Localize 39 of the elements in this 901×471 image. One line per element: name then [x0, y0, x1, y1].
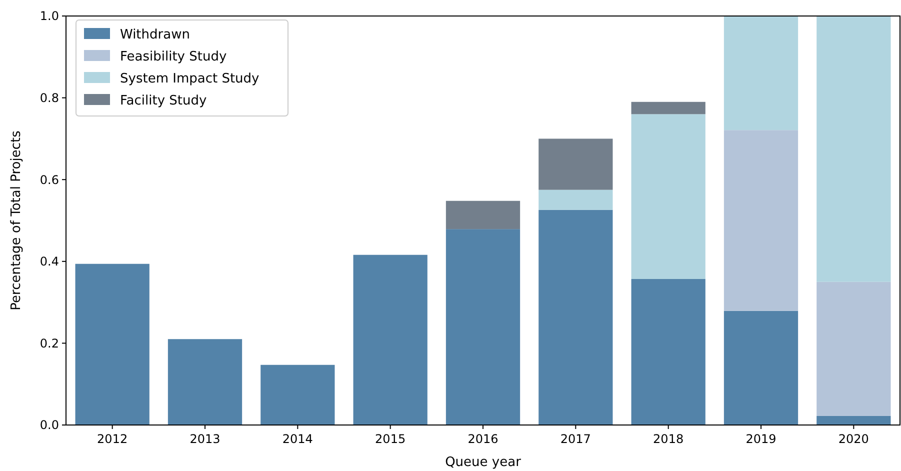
legend-label: Withdrawn	[120, 28, 190, 43]
y-tick-label: 1.0	[40, 9, 59, 24]
legend-label: Facility Study	[120, 94, 207, 109]
bar	[816, 282, 891, 416]
bar	[75, 264, 150, 425]
x-tick-label: 2018	[653, 432, 684, 446]
x-tick-label: 2020	[838, 432, 869, 446]
x-tick-label: 2014	[282, 432, 313, 446]
y-tick-label: 0.2	[40, 336, 59, 350]
bar	[538, 190, 613, 210]
bar	[260, 364, 335, 425]
legend-label: Feasibility Study	[120, 50, 227, 65]
x-axis-title: Queue year	[445, 455, 522, 470]
x-tick-label: 2017	[560, 432, 591, 446]
bar	[631, 114, 706, 279]
bar	[724, 130, 798, 311]
bar	[631, 102, 706, 114]
bar	[446, 229, 520, 425]
y-tick-label: 0.0	[40, 418, 59, 432]
x-tick-label: 2019	[746, 432, 776, 446]
x-tick-label: 2016	[468, 432, 498, 446]
y-tick-label: 0.4	[40, 254, 59, 269]
y-axis-title: Percentage of Total Projects	[9, 130, 24, 310]
x-tick-label: 2012	[97, 432, 128, 446]
bar	[353, 254, 428, 425]
bar	[538, 138, 613, 190]
bar	[168, 339, 242, 425]
bar	[538, 210, 613, 425]
bar	[816, 416, 891, 425]
bar	[724, 16, 798, 130]
bar	[631, 278, 706, 425]
x-tick-label: 2013	[190, 432, 220, 446]
bar	[446, 200, 520, 230]
x-tick-label: 2015	[375, 432, 406, 446]
y-tick-label: 0.6	[40, 172, 59, 187]
y-tick-label: 0.8	[40, 91, 59, 105]
bar	[724, 310, 798, 425]
bar	[816, 16, 891, 282]
legend-label: System Impact Study	[120, 72, 260, 87]
